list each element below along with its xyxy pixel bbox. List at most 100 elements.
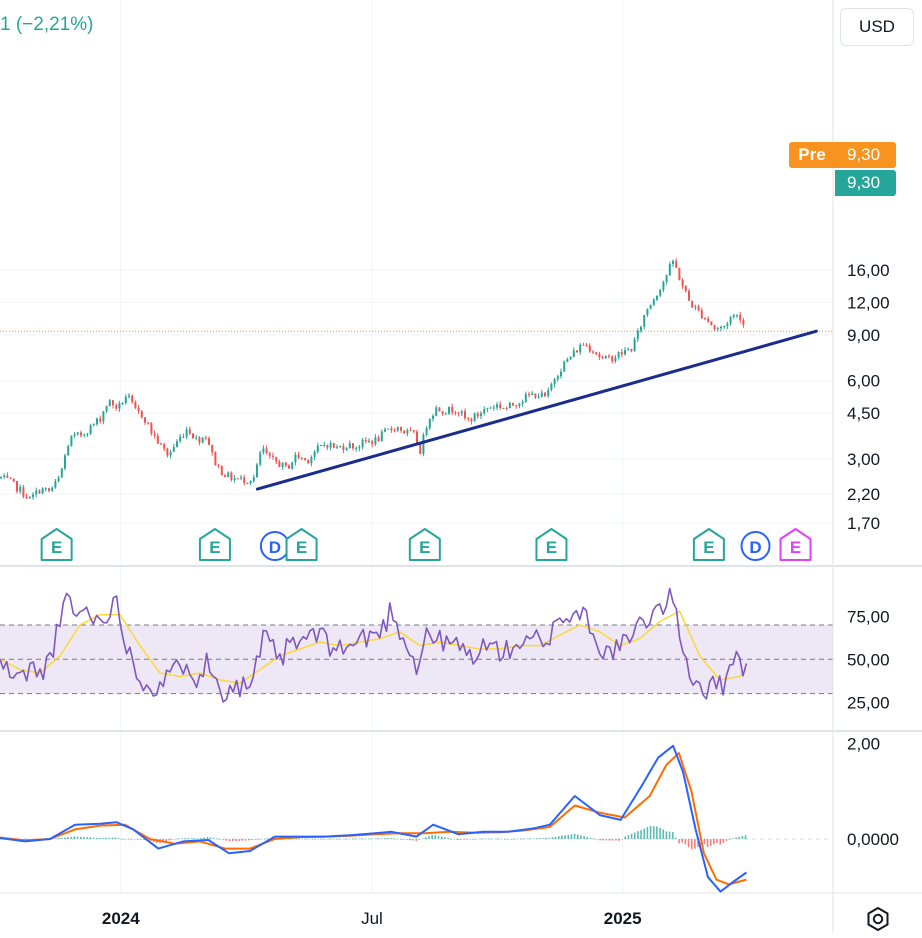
candle: [601, 355, 604, 360]
macd-histogram-bar: [652, 826, 655, 839]
candle-body: [9, 477, 12, 479]
candle-body: [492, 407, 495, 409]
candle-body: [620, 352, 623, 355]
macd-histogram-bar: [216, 838, 218, 840]
candle-body: [288, 465, 290, 469]
candle: [44, 487, 47, 492]
candle: [131, 394, 134, 404]
macd-histogram-bar: [469, 839, 471, 840]
price-tick-label: 9,00: [847, 326, 880, 345]
candle-body: [713, 325, 716, 330]
candle: [160, 442, 162, 445]
candle-body: [70, 435, 73, 447]
candle-body: [102, 411, 105, 422]
macd-histogram-bar: [374, 838, 376, 840]
price-axis[interactable]: 16,00 12,00 9,00 6,00 4,50 3,00 2,20 1,70 75,00 5…: [847, 261, 899, 849]
macd-histogram-bar: [130, 839, 133, 840]
macd-histogram-bar: [171, 839, 174, 840]
time-tick-label: 2024: [102, 909, 140, 928]
macd-histogram-bar: [523, 838, 525, 840]
macd-histogram-bar: [190, 838, 193, 839]
candle: [172, 443, 175, 453]
macd-histogram-bar: [580, 835, 582, 839]
macd-histogram-bar: [320, 838, 323, 840]
macd-histogram-bar: [732, 838, 734, 839]
macd-histogram-bar: [105, 837, 107, 839]
macd-histogram-bar: [336, 838, 338, 840]
candle-body: [57, 477, 60, 482]
candle-body: [400, 427, 402, 431]
candle-body: [611, 356, 614, 362]
time-tick-label: Jul: [361, 909, 383, 928]
candle-body: [35, 490, 38, 495]
pre-market-label: Pre: [789, 142, 835, 168]
candle-body: [275, 456, 278, 462]
macd-histogram-bar: [222, 839, 225, 840]
macd-histogram-bar: [614, 839, 617, 841]
candle: [297, 451, 300, 460]
macd-histogram-bar: [735, 837, 737, 839]
macd-histogram-bar: [212, 837, 215, 839]
candle: [707, 316, 710, 323]
candle: [451, 403, 454, 416]
candle-body: [137, 407, 140, 412]
time-axis[interactable]: 2024 Jul 2025: [102, 909, 642, 928]
candle: [627, 347, 630, 351]
candle-body: [227, 472, 230, 477]
candle-body: [16, 481, 18, 492]
candle-body: [147, 422, 150, 424]
candle-body: [220, 465, 223, 476]
macd-histogram-bar: [219, 839, 221, 840]
candle-body: [48, 488, 50, 491]
candle-body: [73, 434, 76, 436]
macd-histogram-bar: [425, 837, 427, 839]
settings-button[interactable]: [864, 905, 892, 933]
candle-body: [92, 424, 95, 426]
macd-histogram-bar: [665, 831, 668, 839]
candle-body: [192, 433, 194, 439]
candle: [96, 417, 98, 427]
macd-histogram-bar: [675, 837, 677, 839]
candle-body: [185, 429, 188, 437]
macd-histogram-bar: [722, 839, 725, 843]
candle: [240, 474, 242, 481]
macd-histogram-bar: [646, 826, 649, 839]
macd-histogram-bar: [428, 836, 430, 839]
macd-histogram-bar: [529, 838, 532, 840]
candle: [364, 437, 367, 444]
candle-body: [112, 400, 114, 406]
candle: [419, 442, 422, 455]
candle: [512, 402, 514, 407]
macd-histogram-bar: [567, 834, 570, 839]
candle-body: [524, 393, 527, 402]
price-tick-label: 1,70: [847, 514, 880, 533]
candle-body: [265, 448, 268, 454]
macd-histogram-bar: [703, 839, 706, 844]
candle-body: [339, 446, 342, 448]
candle-body: [364, 439, 367, 442]
candle: [54, 478, 57, 489]
candle: [134, 400, 137, 410]
candle: [643, 314, 646, 330]
macd-histogram-bar: [605, 839, 608, 841]
candle: [675, 258, 678, 268]
earnings-marker: E: [285, 528, 318, 561]
candle: [156, 433, 159, 444]
candle: [611, 355, 614, 364]
candle: [121, 402, 124, 405]
candle: [336, 444, 338, 450]
candle: [668, 261, 671, 276]
currency-button[interactable]: USD: [840, 8, 914, 46]
macd-histogram-bar: [54, 838, 57, 840]
candle: [460, 409, 463, 417]
candle: [537, 393, 540, 399]
candle-body: [614, 357, 617, 362]
candle-body: [419, 444, 422, 454]
candle: [428, 418, 431, 431]
candle-body: [640, 326, 642, 331]
candle-body: [352, 443, 354, 449]
macd-histogram-bar: [168, 839, 171, 841]
candle: [163, 443, 166, 452]
